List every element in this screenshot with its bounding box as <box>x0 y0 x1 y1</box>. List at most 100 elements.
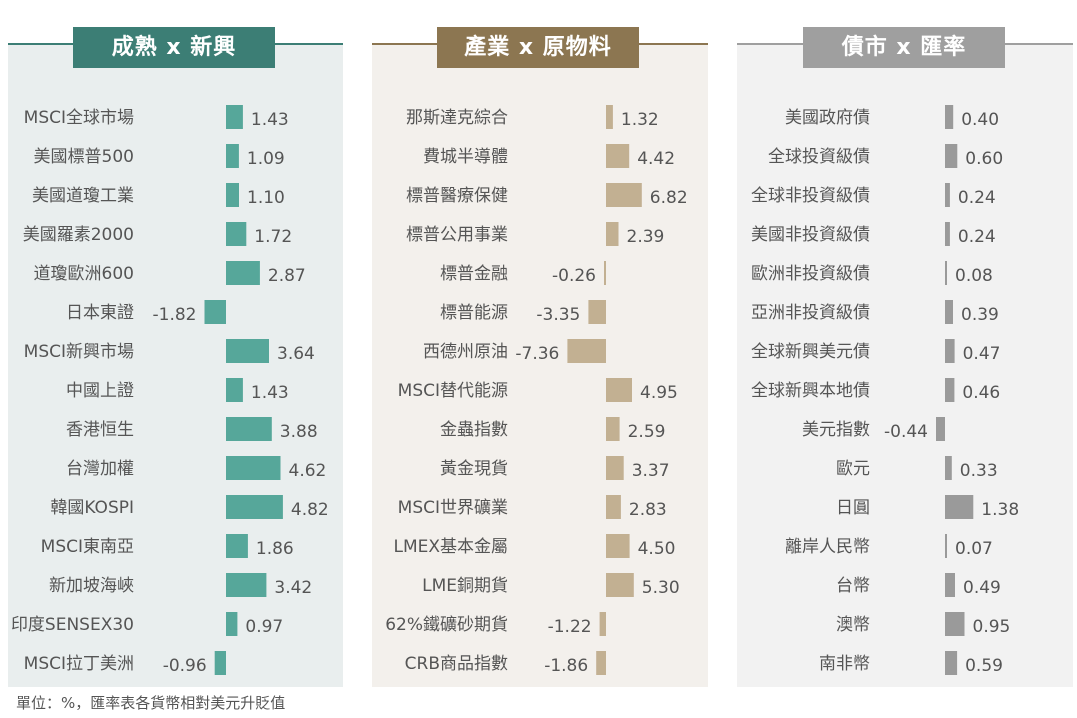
value-label: 4.82 <box>291 500 329 520</box>
category-label: 標普醫療保健 <box>406 186 508 206</box>
bar <box>604 261 606 285</box>
category-label: 台灣加權 <box>66 459 134 479</box>
category-label: 印度SENSEX30 <box>11 615 134 635</box>
category-label: MSCI新興市場 <box>24 342 134 362</box>
bar <box>936 417 945 441</box>
value-label: 1.43 <box>251 383 289 403</box>
bar <box>945 456 952 480</box>
footnote: 單位：%，匯率表各貨幣相對美元升貶值 <box>16 694 286 712</box>
value-label: 1.72 <box>254 227 292 247</box>
bar-chart-developed-emerging: MSCI全球市場 1.43 美國標普500 1.09 美國道瓊工業 1.10 美國羅素200… <box>11 105 329 676</box>
value-label: 0.07 <box>955 539 993 559</box>
value-label: 3.37 <box>632 461 670 481</box>
category-label: MSCI東南亞 <box>41 537 134 557</box>
bar <box>945 339 955 363</box>
value-label: 6.82 <box>650 188 688 208</box>
value-label: 1.32 <box>621 110 659 130</box>
value-label: 0.08 <box>955 266 993 286</box>
category-label: 62%鐵礦砂期貨 <box>385 615 508 635</box>
category-label: 金蟲指數 <box>440 420 508 440</box>
category-label: MSCI替代能源 <box>398 381 508 401</box>
bar <box>226 144 239 168</box>
category-label: 全球新興美元債 <box>751 342 870 362</box>
bar-chart-bond-fx: 美國政府債 0.40 全球投資級債 0.60 全球非投資級債 0.24 美國非投資級債 0.2… <box>751 105 1019 676</box>
bar <box>945 651 958 675</box>
value-label: 4.62 <box>289 461 327 481</box>
value-label: 0.95 <box>973 617 1011 637</box>
value-label: -0.26 <box>552 266 596 286</box>
value-label: 0.33 <box>960 461 998 481</box>
value-label: 2.59 <box>628 422 666 442</box>
panel-bond-fx: 債市 x 匯率 美國政府債 0.40 全球投資級債 0.60 全球非投資級債 0.24 美國… <box>737 0 1073 718</box>
category-label: MSCI世界礦業 <box>398 498 508 518</box>
category-label: 全球投資級債 <box>768 147 870 167</box>
bar <box>226 456 281 480</box>
category-label: 中國上證 <box>66 381 134 401</box>
bar <box>606 495 621 519</box>
value-label: -0.44 <box>884 422 928 442</box>
bar <box>606 573 634 597</box>
category-label: 美元指數 <box>802 420 870 440</box>
bar-chart-sector-commodity: 那斯達克綜合 1.32 費城半導體 4.42 標普醫療保健 6.82 標普公用事業 2.39 標… <box>385 105 688 676</box>
category-label: 澳幣 <box>836 615 870 635</box>
value-label: -0.96 <box>163 656 207 676</box>
panel-background <box>737 44 1073 687</box>
value-label: -3.35 <box>536 305 580 325</box>
value-label: 5.30 <box>642 578 680 598</box>
category-label: 日本東證 <box>66 303 134 323</box>
value-label: 3.42 <box>274 578 312 598</box>
category-label: 韓國KOSPI <box>50 498 134 518</box>
bar <box>226 378 243 402</box>
category-label: MSCI全球市場 <box>24 108 134 128</box>
value-label: 1.10 <box>247 188 285 208</box>
value-label: 0.24 <box>958 227 996 247</box>
category-label: 美國政府債 <box>785 108 870 128</box>
panel-developed-emerging: 成熟 x 新興 MSCI全球市場 1.43 美國標普500 1.09 美國道瓊工業 1.1… <box>8 0 343 718</box>
value-label: 2.83 <box>629 500 667 520</box>
category-label: 香港恒生 <box>66 420 134 440</box>
bar <box>945 261 947 285</box>
category-label: 台幣 <box>836 576 870 596</box>
bar <box>226 573 267 597</box>
value-label: 3.88 <box>280 422 318 442</box>
category-label: 美國羅素2000 <box>23 225 134 245</box>
value-label: 0.46 <box>962 383 1000 403</box>
bar <box>226 183 239 207</box>
value-label: 2.87 <box>268 266 306 286</box>
category-label: 道瓊歐洲600 <box>34 264 134 284</box>
value-label: 0.60 <box>965 149 1003 169</box>
value-label: 1.86 <box>256 539 294 559</box>
category-label: 日圓 <box>836 498 870 518</box>
category-label: 標普公用事業 <box>406 225 508 245</box>
bar <box>606 417 620 441</box>
bar <box>226 612 238 636</box>
value-label: 1.38 <box>981 500 1019 520</box>
value-label: 3.64 <box>277 344 315 364</box>
bar <box>204 300 226 324</box>
bar <box>606 183 642 207</box>
value-label: -7.36 <box>515 344 559 364</box>
category-label: 全球非投資級債 <box>751 186 870 206</box>
panel-background <box>8 44 343 687</box>
bar <box>596 651 606 675</box>
category-label: 亞洲非投資級債 <box>751 303 870 323</box>
value-label: 2.39 <box>627 227 665 247</box>
bar <box>226 534 248 558</box>
bar <box>945 534 947 558</box>
bar <box>606 144 630 168</box>
category-label: LMEX基本金屬 <box>393 537 508 557</box>
value-label: 0.24 <box>958 188 996 208</box>
category-label: 標普能源 <box>440 303 508 323</box>
bar <box>945 183 950 207</box>
category-label: 西德州原油 <box>423 342 508 362</box>
category-label: 歐洲非投資級債 <box>751 264 870 284</box>
value-label: 4.50 <box>638 539 676 559</box>
bar <box>599 612 606 636</box>
bar <box>945 222 950 246</box>
category-label: 美國道瓊工業 <box>32 186 134 206</box>
bar <box>567 339 606 363</box>
panel-background <box>372 44 708 687</box>
bar <box>606 105 613 129</box>
bar <box>226 222 247 246</box>
value-label: 0.97 <box>245 617 283 637</box>
